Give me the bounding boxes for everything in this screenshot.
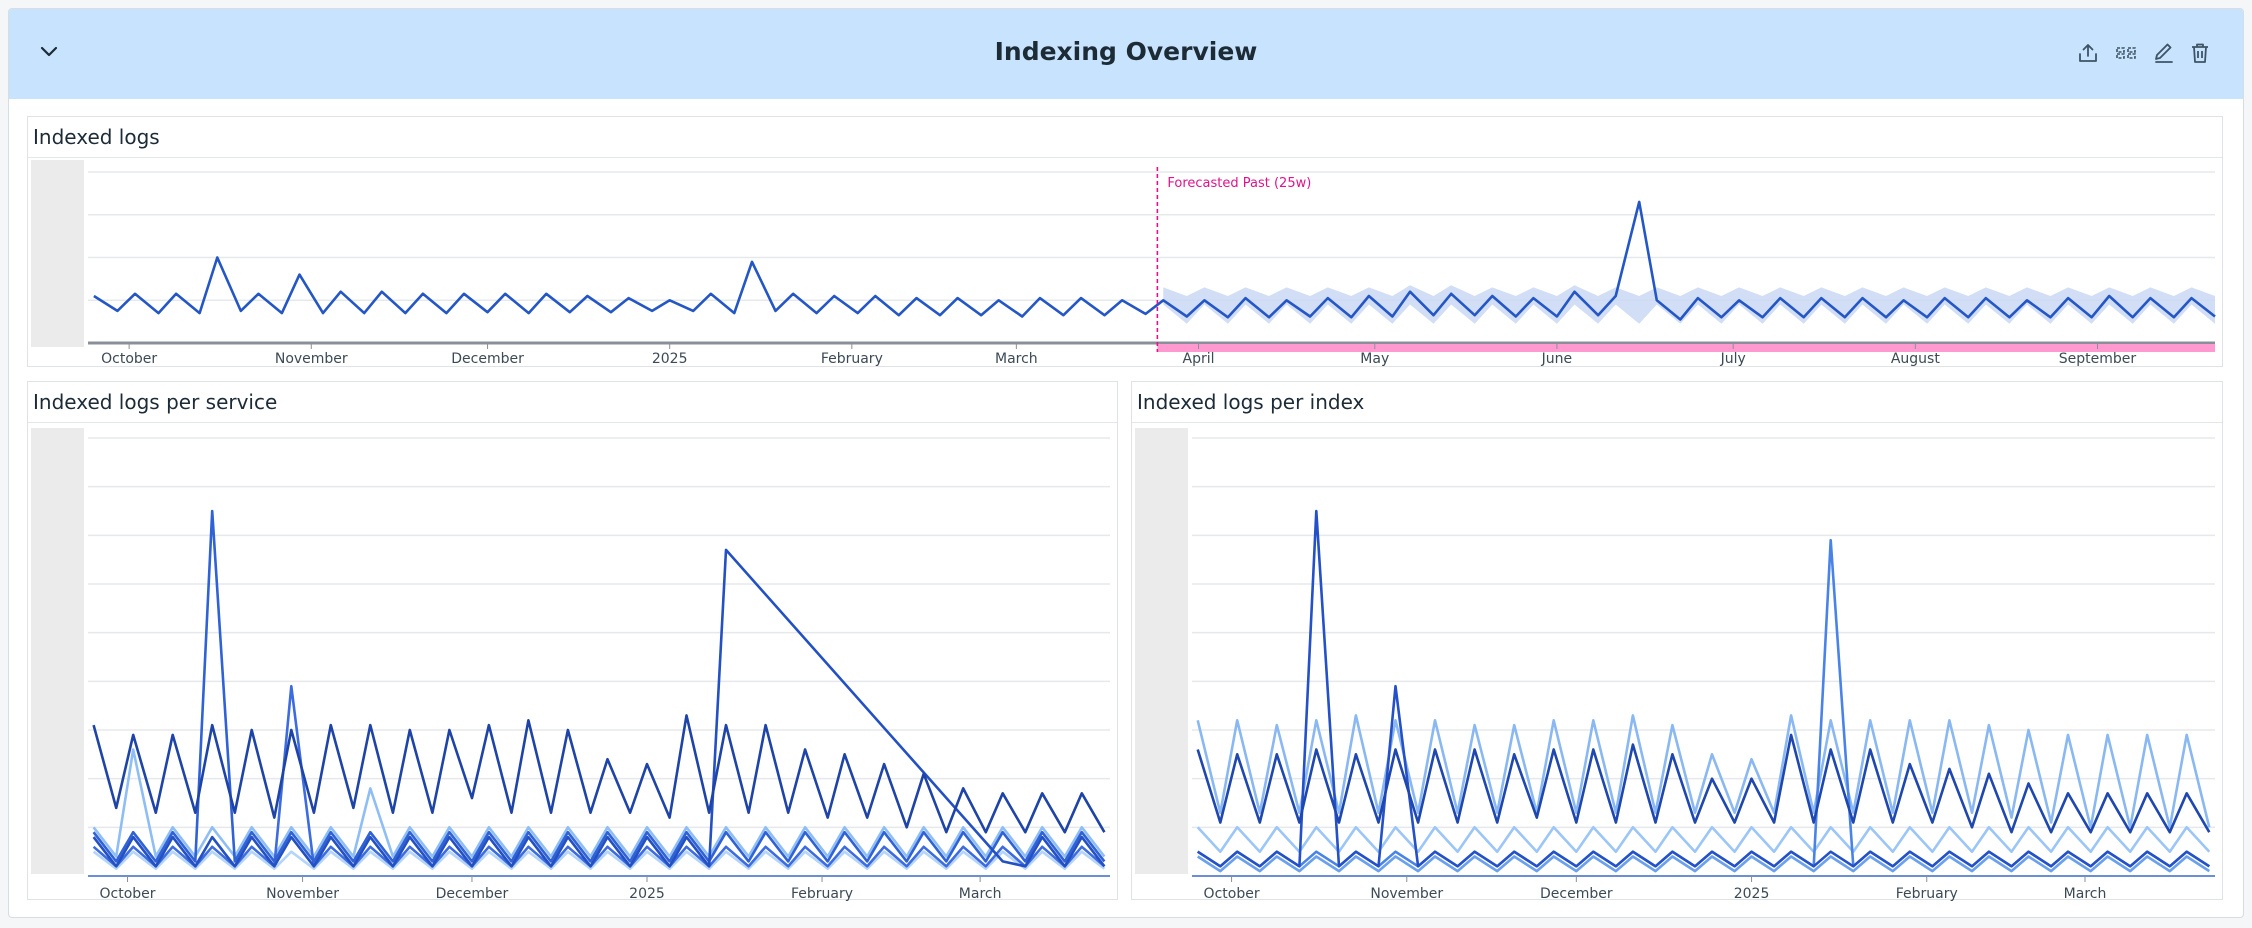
chevron-down-icon[interactable] [37, 39, 61, 63]
series-line [1196, 714, 2211, 829]
series-line [92, 850, 1106, 871]
dashboard-group: Indexing Overview Indexed logs Forecaste… [8, 8, 2244, 918]
x-tick-label: May [1360, 351, 1389, 367]
x-tick-label: October [1204, 886, 1260, 902]
x-tick-label: December [1540, 886, 1613, 902]
x-tick-label: February [821, 351, 883, 367]
series-line [1196, 825, 2211, 854]
series-line [92, 714, 1106, 834]
x-tick-label: August [1891, 351, 1941, 367]
divider [1132, 422, 2222, 423]
series-line [1196, 733, 2211, 834]
series-line [92, 548, 1106, 868]
x-tick-label: 2025 [629, 886, 665, 902]
widget-title: Indexed logs per index [1137, 390, 1365, 414]
x-tick-label: December [436, 886, 509, 902]
x-tick-label: October [101, 351, 157, 367]
group-title: Indexing Overview [994, 37, 1258, 66]
trash-icon[interactable] [2188, 41, 2212, 65]
widget-indexed-logs-per-index: Indexed logs per index October November De… [1131, 381, 2224, 902]
y-axis-area [31, 428, 84, 874]
divider [28, 157, 2222, 158]
series-line [1196, 855, 2211, 873]
widget-title: Indexed logs [33, 125, 160, 149]
x-tick-label: March [995, 351, 1038, 367]
x-tick-label: September [2059, 351, 2137, 367]
x-tick-label: April [1183, 351, 1215, 367]
x-tick-label: 2025 [652, 351, 688, 367]
upload-icon[interactable] [2076, 41, 2100, 65]
group-header: Indexing Overview [9, 9, 2243, 99]
forecast-marker-label: Forecasted Past (25w) [1167, 176, 1311, 191]
y-axis-area [1135, 428, 1188, 874]
x-tick-label: December [451, 351, 524, 367]
x-tick-label: November [266, 886, 339, 902]
x-tick-label: 2025 [1734, 886, 1770, 902]
divider [28, 422, 1117, 423]
x-tick-label: November [275, 351, 348, 367]
x-tick-label: March [959, 886, 1002, 902]
y-axis-area [31, 160, 84, 347]
series-line [92, 509, 1106, 863]
pencil-icon[interactable] [2152, 41, 2176, 65]
series-line [92, 684, 1106, 868]
forecast-band [1163, 285, 2215, 324]
forecast-range-bar [1157, 344, 2215, 352]
x-tick-label: July [1720, 351, 1746, 367]
series-line [92, 748, 1106, 858]
chart-indexed-logs-per-index[interactable]: October November December 2025 February March [1132, 382, 2224, 902]
x-tick-label: March [2064, 886, 2107, 902]
clone-icon[interactable] [2114, 41, 2138, 65]
chart-indexed-logs-per-service[interactable]: October November December 2025 February March [28, 382, 1119, 902]
series-line [93, 200, 2216, 321]
widget-indexed-logs-per-service: Indexed logs per service October November… [27, 381, 1119, 902]
series-line [1196, 509, 2211, 868]
x-tick-label: February [1896, 886, 1958, 902]
x-tick-label: June [1541, 351, 1573, 367]
widget-title: Indexed logs per service [33, 390, 278, 414]
x-tick-label: November [1370, 886, 1443, 902]
widget-indexed-logs: Indexed logs Forecasted Past (25w) Octobe… [27, 116, 2223, 367]
x-tick-label: February [791, 886, 853, 902]
x-tick-label: October [100, 886, 156, 902]
chart-indexed-logs[interactable]: Forecasted Past (25w) October November Dece… [28, 117, 2224, 368]
